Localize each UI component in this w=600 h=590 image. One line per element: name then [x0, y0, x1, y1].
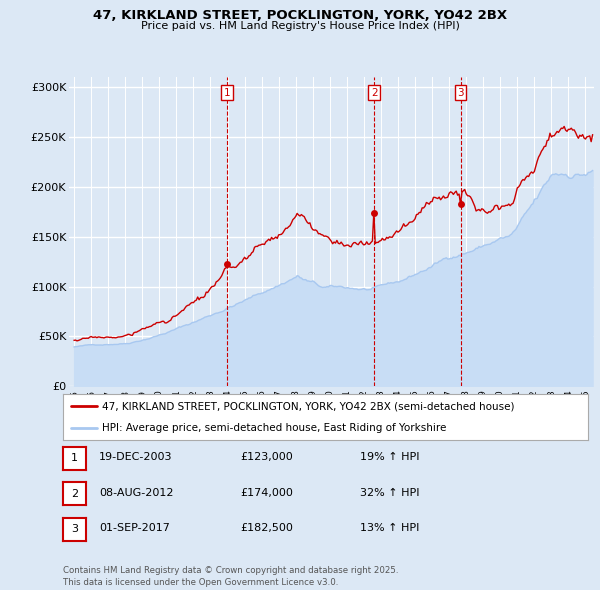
Text: HPI: Average price, semi-detached house, East Riding of Yorkshire: HPI: Average price, semi-detached house,…	[103, 423, 447, 433]
Text: £174,000: £174,000	[240, 488, 293, 497]
Text: 1: 1	[71, 454, 78, 463]
Text: 32% ↑ HPI: 32% ↑ HPI	[360, 488, 419, 497]
Text: 2: 2	[371, 87, 377, 97]
Text: 2: 2	[71, 489, 78, 499]
Text: £123,000: £123,000	[240, 453, 293, 462]
Text: 13% ↑ HPI: 13% ↑ HPI	[360, 523, 419, 533]
Text: Price paid vs. HM Land Registry's House Price Index (HPI): Price paid vs. HM Land Registry's House …	[140, 21, 460, 31]
Text: 47, KIRKLAND STREET, POCKLINGTON, YORK, YO42 2BX: 47, KIRKLAND STREET, POCKLINGTON, YORK, …	[93, 9, 507, 22]
Text: 01-SEP-2017: 01-SEP-2017	[99, 523, 170, 533]
Text: 08-AUG-2012: 08-AUG-2012	[99, 488, 173, 497]
Text: 19% ↑ HPI: 19% ↑ HPI	[360, 453, 419, 462]
Text: 19-DEC-2003: 19-DEC-2003	[99, 453, 173, 462]
Text: 1: 1	[224, 87, 230, 97]
Text: 47, KIRKLAND STREET, POCKLINGTON, YORK, YO42 2BX (semi-detached house): 47, KIRKLAND STREET, POCKLINGTON, YORK, …	[103, 401, 515, 411]
Text: Contains HM Land Registry data © Crown copyright and database right 2025.
This d: Contains HM Land Registry data © Crown c…	[63, 566, 398, 587]
Text: 3: 3	[457, 87, 464, 97]
Text: £182,500: £182,500	[240, 523, 293, 533]
Text: 3: 3	[71, 525, 78, 534]
